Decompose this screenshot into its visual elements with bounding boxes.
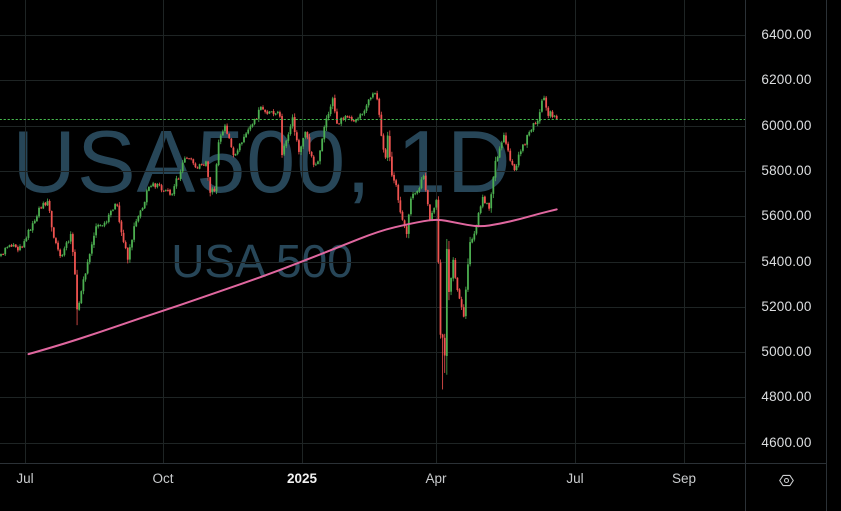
time-axis-month-label: Jul [566, 471, 584, 486]
price-axis[interactable]: 6400.00 6200.00 6000.00 5800.00 5600.00 5400.… [747, 0, 826, 463]
time-axis-month-label: Apr [425, 471, 447, 486]
time-axis-month-label: Sep [671, 471, 697, 486]
price-axis-label: 5400.00 [761, 253, 812, 269]
time-axis-month-label: Oct [152, 471, 174, 486]
price-axis-label: 5800.00 [761, 162, 812, 178]
time-axis-year-label: 2025 [286, 471, 318, 486]
price-axis-label: 4600.00 [761, 434, 812, 450]
price-axis-label: 5000.00 [761, 344, 812, 360]
price-axis-settings-button[interactable] [777, 471, 796, 490]
axis-corner [747, 464, 826, 511]
gear-icon [778, 472, 795, 489]
candlestick-plot-area[interactable] [0, 0, 746, 464]
price-axis-label: 6200.00 [761, 72, 812, 88]
price-axis-label: 4800.00 [761, 389, 812, 405]
price-axis-label: 6000.00 [761, 117, 812, 133]
right-edge-divider [826, 0, 827, 511]
price-axis-label: 5200.00 [761, 298, 812, 314]
price-axis-label: 6400.00 [761, 27, 812, 42]
time-axis-month-label: Jul [16, 471, 34, 486]
time-axis[interactable]: Jul Oct 2025 Apr Jul Sep [0, 464, 826, 511]
price-axis-divider [745, 0, 746, 511]
price-axis-label: 5600.00 [761, 208, 812, 224]
time-axis-divider [0, 463, 827, 464]
